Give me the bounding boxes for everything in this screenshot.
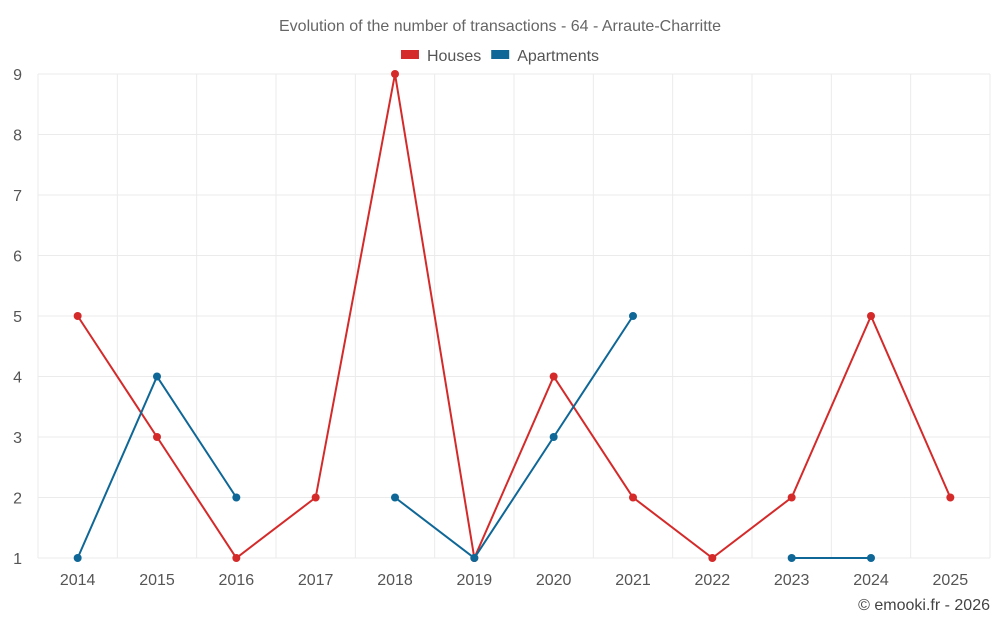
legend-label: Houses — [427, 48, 481, 65]
legend-swatch — [400, 50, 419, 59]
data-point[interactable] — [708, 554, 717, 562]
data-point[interactable] — [311, 493, 320, 502]
y-tick-label: 5 — [13, 309, 22, 326]
series-line — [76, 73, 952, 562]
data-point[interactable] — [153, 372, 161, 381]
data-point[interactable] — [946, 493, 955, 502]
y-tick-label: 6 — [13, 249, 22, 266]
series-layer — [73, 70, 955, 562]
data-point[interactable] — [867, 312, 875, 320]
x-tick-label: 2015 — [139, 572, 175, 589]
series-line — [76, 374, 238, 559]
credit-text: © emooki.fr - 2026 — [858, 597, 990, 614]
data-point[interactable] — [867, 554, 875, 562]
y-axis: 1 2 3 4 5 6 7 8 9 — [13, 67, 22, 568]
chart-title: Evolution of the number of transactions … — [279, 18, 721, 35]
y-tick-label: 8 — [13, 128, 22, 145]
y-tick-label: 9 — [13, 67, 22, 84]
series-line — [394, 315, 634, 560]
data-point[interactable] — [232, 493, 241, 502]
series-apartments — [73, 312, 875, 562]
y-tick-label: 1 — [13, 551, 22, 568]
data-point[interactable] — [549, 372, 558, 381]
y-tick-label: 2 — [13, 491, 22, 508]
data-point[interactable] — [391, 493, 399, 502]
x-tick-label: 2019 — [457, 572, 493, 589]
grid — [37, 73, 991, 559]
legend-item-apartments[interactable]: Apartments — [491, 48, 599, 65]
data-point[interactable] — [549, 433, 558, 441]
data-point[interactable] — [391, 70, 399, 78]
data-point[interactable] — [73, 554, 82, 562]
data-point[interactable] — [73, 312, 82, 320]
legend-label: Apartments — [517, 48, 599, 65]
x-tick-label: 2014 — [60, 572, 96, 589]
x-tick-label: 2022 — [695, 572, 731, 589]
data-point[interactable] — [153, 433, 161, 441]
x-tick-label: 2021 — [615, 572, 651, 589]
data-point[interactable] — [232, 554, 241, 562]
x-tick-label: 2024 — [853, 572, 889, 589]
y-tick-label: 3 — [13, 430, 22, 447]
legend[interactable]: Houses Apartments — [400, 48, 599, 65]
series-houses — [73, 70, 955, 562]
x-tick-label: 2020 — [536, 572, 572, 589]
data-point[interactable] — [787, 493, 796, 502]
legend-swatch — [491, 50, 510, 59]
x-tick-label: 2017 — [298, 572, 334, 589]
x-axis: 2014 2015 2016 2017 2018 2019 2020 2021 2022 2023… — [60, 572, 968, 589]
legend-item-houses[interactable]: Houses — [400, 48, 481, 65]
data-point[interactable] — [787, 554, 796, 562]
data-point[interactable] — [629, 312, 637, 320]
y-tick-label: 4 — [13, 370, 22, 387]
x-tick-label: 2016 — [219, 572, 255, 589]
data-point[interactable] — [629, 493, 637, 502]
y-tick-label: 7 — [13, 188, 22, 205]
x-tick-label: 2023 — [774, 572, 810, 589]
data-point[interactable] — [470, 554, 479, 562]
x-tick-label: 2025 — [933, 572, 969, 589]
x-tick-label: 2018 — [377, 572, 413, 589]
